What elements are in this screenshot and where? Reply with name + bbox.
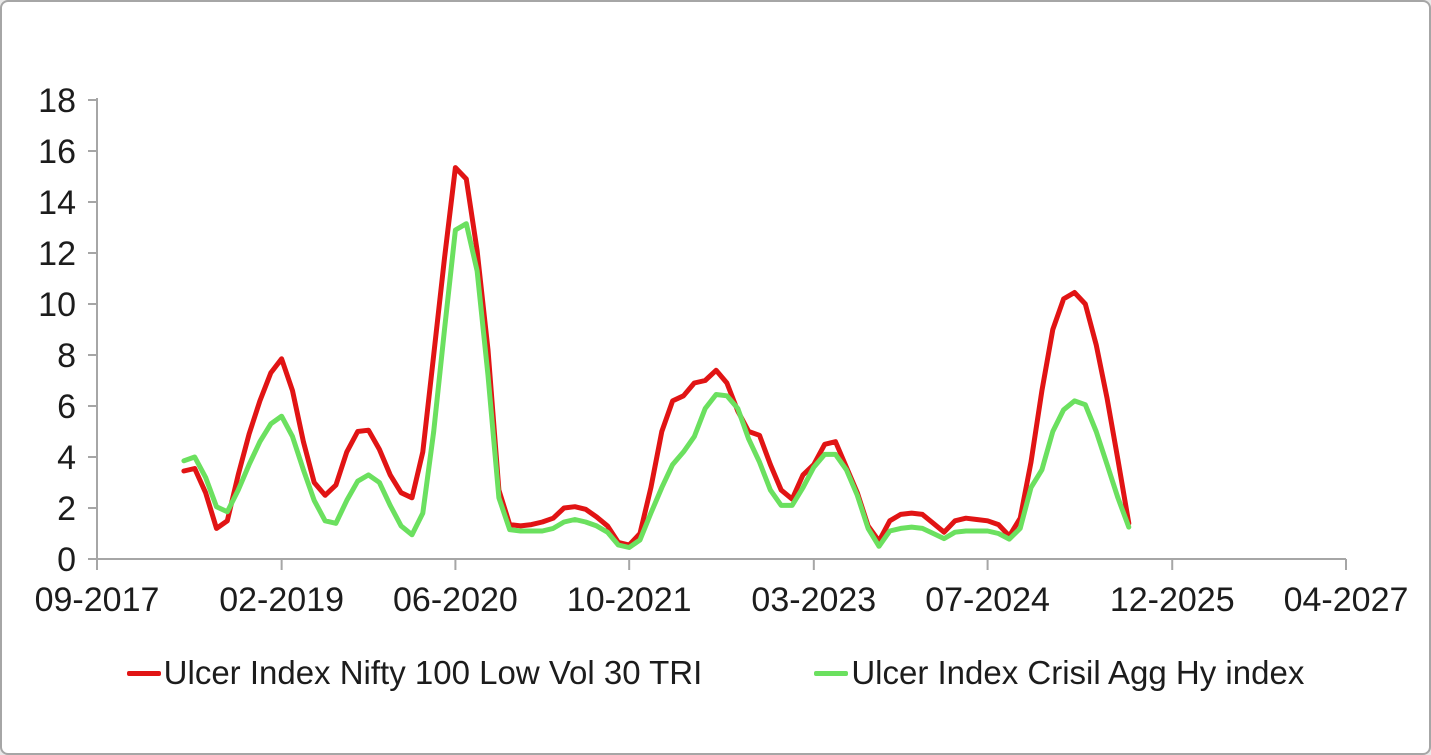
y-tick-label: 18: [38, 82, 76, 120]
series-line-crisil-agg-hy: [181, 221, 1132, 550]
legend: Ulcer Index Nifty 100 Low Vol 30 TRI Ulc…: [2, 654, 1429, 692]
x-tick-label: 12-2025: [1110, 581, 1235, 619]
x-tick-label: 02-2019: [219, 581, 344, 619]
x-tick-label: 06-2020: [393, 581, 518, 619]
x-tick-label: 09-2017: [35, 581, 160, 619]
series-lines: [181, 165, 1132, 550]
legend-line-marker-red: [126, 670, 161, 676]
legend-line-marker-green: [814, 670, 849, 676]
y-tick-label: 8: [57, 337, 76, 375]
y-tick-label: 4: [57, 439, 76, 477]
y-tick-label: 14: [38, 184, 76, 222]
y-tick-label: 2: [57, 490, 76, 528]
y-tick-label: 6: [57, 388, 76, 426]
x-tick-label: 07-2024: [925, 581, 1050, 619]
legend-label-crisil-agg-hy: Ulcer Index Crisil Agg Hy index: [851, 654, 1305, 691]
y-tick-label: 0: [57, 541, 76, 579]
y-tick-label: 12: [38, 235, 76, 273]
y-tick-label: 16: [38, 133, 76, 171]
x-tick-label: 04-2027: [1284, 581, 1409, 619]
legend-label-nifty-low-vol: Ulcer Index Nifty 100 Low Vol 30 TRI: [163, 654, 703, 691]
axis-tick-labels: 0 2 4 6 8 10 12 14 16 18 09-2017 02-2019 06-2020 10-2…: [35, 82, 1409, 619]
series-line-nifty-low-vol: [181, 165, 1132, 548]
x-tick-label: 03-2023: [751, 581, 876, 619]
legend-item-nifty-low-vol: Ulcer Index Nifty 100 Low Vol 30 TRI: [126, 654, 703, 692]
y-tick-label: 10: [38, 286, 76, 324]
axes: [88, 98, 1347, 570]
legend-item-crisil-agg-hy: Ulcer Index Crisil Agg Hy index: [814, 654, 1304, 692]
x-tick-label: 10-2021: [567, 581, 692, 619]
